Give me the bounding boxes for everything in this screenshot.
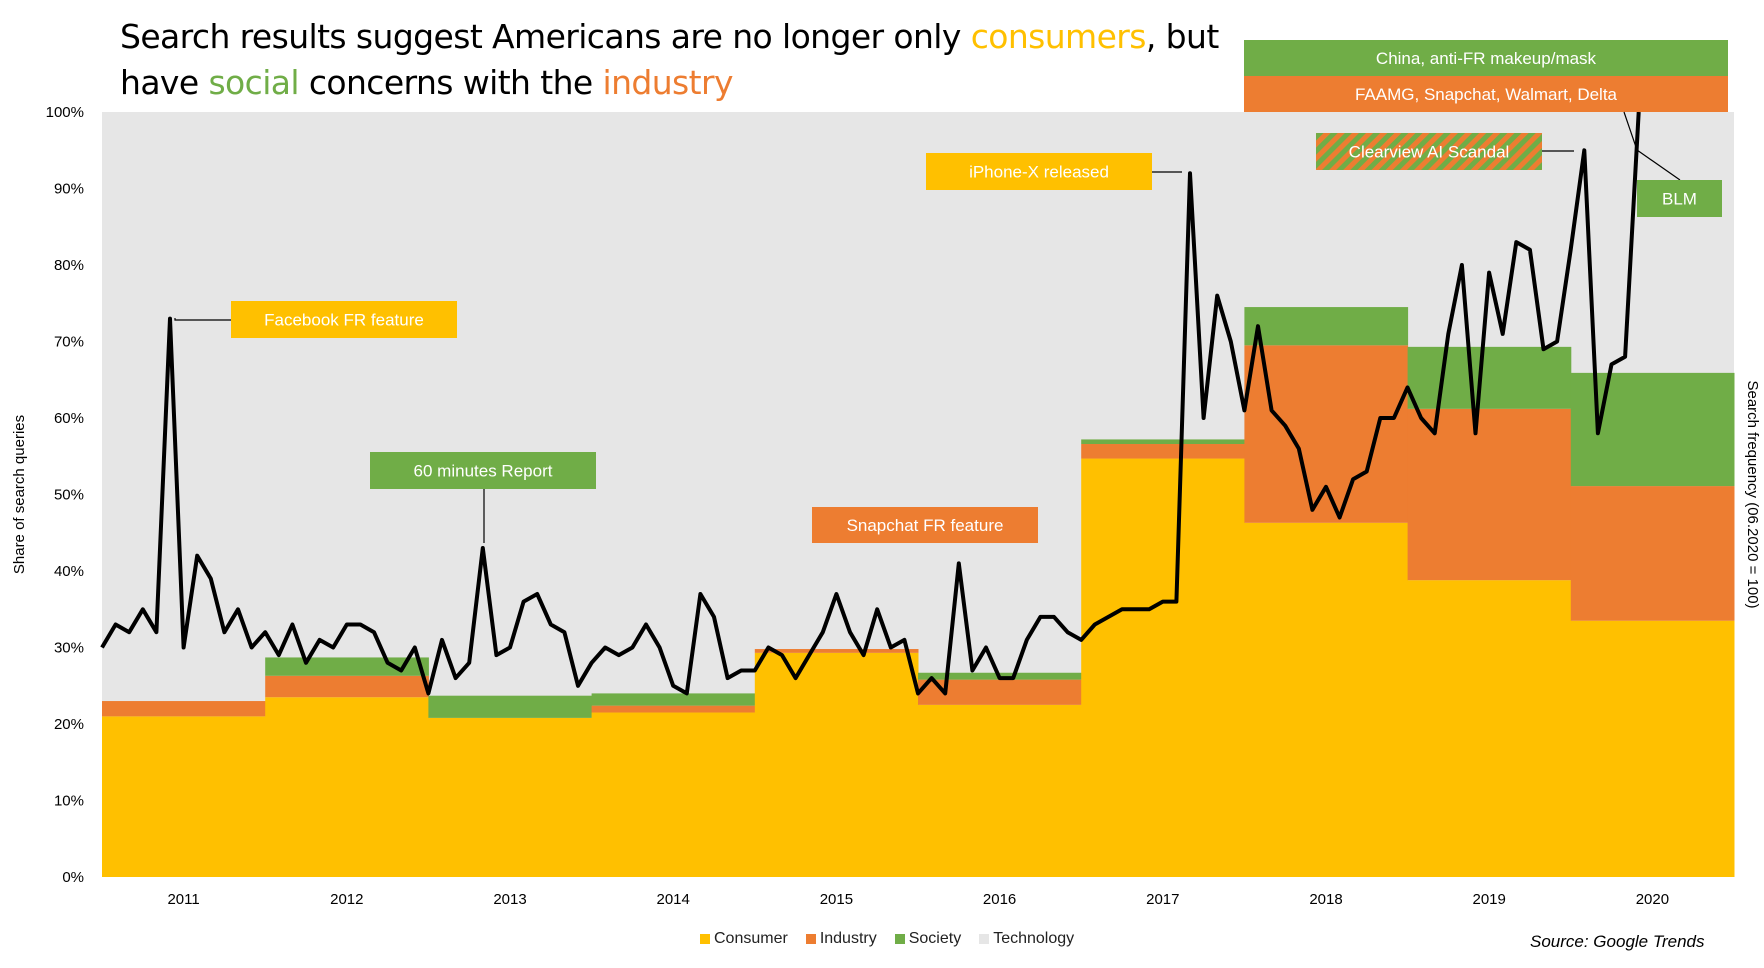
- x-tick-label: 2018: [1309, 891, 1342, 908]
- bar-industry-2014: [591, 705, 756, 713]
- bar-society-2019: [1407, 346, 1572, 409]
- search-frequency-line: [100, 111, 1641, 696]
- bar-industry-2017: [1081, 444, 1245, 459]
- legend-label: Technology: [993, 930, 1075, 947]
- x-tick-label: 2020: [1636, 891, 1669, 908]
- bar-consumer-2011: [102, 716, 266, 877]
- annotation-label: FAAMG, Snapchat, Walmart, Delta: [1355, 85, 1618, 104]
- annotation-box: [370, 452, 596, 489]
- annotation-label: BLM: [1662, 190, 1697, 209]
- annotation-box: [1244, 40, 1728, 76]
- title-social: social: [208, 63, 299, 102]
- source-note: Source: Google Trends: [1530, 932, 1705, 951]
- title-industry: industry: [602, 63, 734, 102]
- title-text: concerns with the: [298, 63, 603, 102]
- y-tick-label: 30%: [54, 640, 84, 657]
- legend-label: Society: [908, 930, 962, 947]
- bar-industry-2019: [1407, 408, 1572, 581]
- y-tick-label: 90%: [54, 181, 84, 198]
- x-tick-label: 2015: [820, 891, 853, 908]
- annotation-box: [812, 507, 1038, 543]
- legend-label: Consumer: [714, 930, 788, 947]
- title-bold: Search results: [120, 17, 347, 56]
- annotation-label: Snapchat FR feature: [847, 516, 1004, 535]
- legend: Consumer Industry Society Technology: [700, 930, 1074, 948]
- y-tick-label: 0%: [62, 869, 84, 886]
- y2-axis-label: Search frequency (06.2020 = 100): [1744, 380, 1761, 608]
- legend-item-consumer: Consumer: [700, 930, 788, 948]
- annotation-box: [926, 153, 1152, 190]
- y-tick-label: 50%: [54, 487, 84, 504]
- legend-swatch-industry: [805, 934, 816, 944]
- y-tick-label: 40%: [54, 563, 84, 580]
- bar-industry-2020: [1570, 486, 1735, 621]
- x-tick-label: 2012: [330, 891, 363, 908]
- annotation-box: [1244, 76, 1728, 112]
- title-text: suggest Americans are no longer only: [346, 17, 971, 56]
- title-text: , but: [1145, 17, 1219, 56]
- chart-title: Search results suggest Americans are no …: [120, 14, 1219, 106]
- bar-consumer-2013: [428, 717, 593, 877]
- x-tick-label: 2013: [493, 891, 526, 908]
- bar-consumer-2015: [754, 652, 919, 877]
- y-tick-label: 10%: [54, 793, 84, 810]
- bar-consumer-2020: [1570, 620, 1735, 877]
- bar-industry-2011: [102, 701, 266, 717]
- legend-item-technology: Technology: [979, 930, 1074, 948]
- bar-society-2017: [1081, 439, 1245, 445]
- bar-consumer-2014: [591, 712, 756, 877]
- annotation-label: iPhone-X released: [969, 163, 1109, 182]
- y-axis-label: Share of search queries: [11, 415, 28, 574]
- y-tick-label: 100%: [46, 104, 84, 121]
- annotation-label: 60 minutes Report: [414, 462, 553, 481]
- bar-industry-2012: [265, 675, 429, 698]
- legend-item-industry: Industry: [805, 930, 877, 948]
- bar-industry-2018: [1244, 345, 1409, 523]
- x-tick-label: 2011: [167, 891, 199, 908]
- bar-consumer-2017: [1081, 458, 1245, 877]
- bar-society-2013: [428, 695, 593, 718]
- legend-item-society: Society: [894, 930, 962, 948]
- x-tick-label: 2017: [1146, 891, 1179, 908]
- annotation-leader: [174, 318, 231, 321]
- title-text: have: [120, 63, 209, 102]
- title-consumers: consumers: [970, 17, 1147, 56]
- x-tick-label: 2014: [657, 891, 690, 908]
- y-tick-label: 80%: [54, 257, 84, 274]
- bar-consumer-2018: [1244, 522, 1409, 877]
- legend-swatch-society: [894, 934, 905, 944]
- bar-society-2018: [1244, 307, 1409, 346]
- x-tick-label: 2016: [983, 891, 1016, 908]
- bar-industry-2015: [754, 649, 919, 653]
- annotation-box: [1637, 180, 1722, 217]
- x-tick-label: 2019: [1473, 891, 1506, 908]
- bar-consumer-2012: [265, 697, 429, 877]
- y-tick-label: 20%: [54, 716, 84, 733]
- bar-consumer-2019: [1407, 580, 1572, 877]
- title-line-2: have social concerns with the industry: [120, 60, 1219, 106]
- annotation-label: Facebook FR feature: [264, 311, 424, 330]
- annotation-box: [1316, 133, 1542, 170]
- bar-consumer-2016: [918, 704, 1082, 877]
- annotation-leader: [1623, 111, 1681, 181]
- y-tick-label: 60%: [54, 410, 84, 427]
- legend-label: Industry: [819, 930, 877, 947]
- y-tick-label: 70%: [54, 334, 84, 351]
- annotation-box: [231, 301, 457, 338]
- legend-swatch-consumer: [700, 934, 710, 944]
- annotation-label: China, anti-FR makeup/mask: [1376, 49, 1597, 68]
- legend-swatch-technology: [979, 934, 990, 944]
- annotation-label: Clearview AI Scandal: [1349, 143, 1510, 162]
- title-line-1: Search results suggest Americans are no …: [120, 14, 1219, 60]
- bar-society-2014: [591, 693, 756, 706]
